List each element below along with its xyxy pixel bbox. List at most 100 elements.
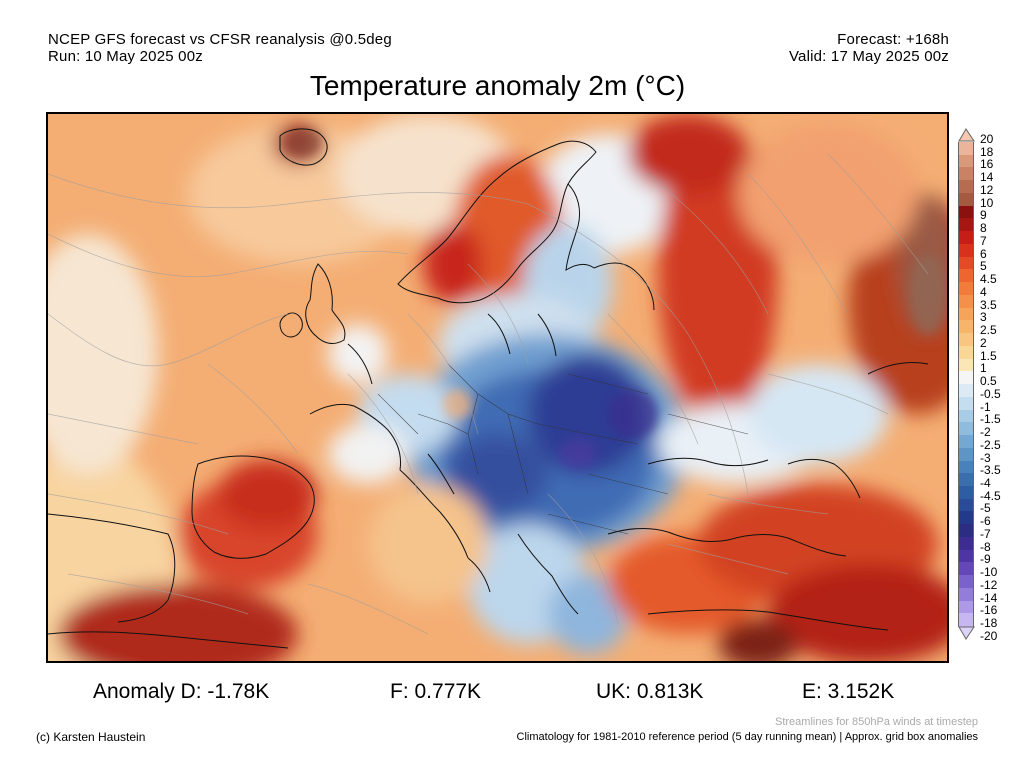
colorbar-label: -10	[980, 565, 998, 580]
map-title: Temperature anomaly 2m (°C)	[309, 70, 686, 101]
colorbar-cell	[958, 435, 974, 449]
colorbar-cell	[958, 473, 974, 487]
colorbar-cell	[958, 549, 974, 563]
colorbar-cell	[958, 142, 974, 156]
colorbar-label: -4.5	[980, 488, 1001, 503]
colorbar-label: 16	[980, 157, 994, 172]
stat-uk: UK: 0.813K	[596, 680, 704, 703]
colorbar-cell	[958, 333, 974, 347]
colorbar-cell	[958, 320, 974, 334]
colorbar-label: -2	[980, 425, 991, 440]
colorbar-label: 20	[980, 132, 994, 146]
colorbar-cell	[958, 231, 974, 245]
colorbar-label: 10	[980, 195, 994, 210]
country-borders	[377, 363, 749, 535]
colorbar-cell	[958, 371, 974, 385]
colorbar-cell	[958, 485, 974, 500]
colorbar-label: -2.5	[980, 437, 1001, 452]
colorbar-cell	[958, 256, 974, 270]
colorbar-label: -8	[980, 539, 991, 554]
stat-anomaly-d: Anomaly D: -1.78K	[93, 680, 270, 703]
colorbar-label: 14	[980, 170, 994, 185]
colorbar-label: -6	[980, 514, 991, 529]
colorbar-cell	[958, 511, 974, 525]
colorbar-cell	[958, 167, 974, 181]
colorbar-cell	[958, 218, 974, 232]
colorbar-label: 1.5	[980, 348, 997, 363]
colorbar-label: 2.5	[980, 323, 997, 338]
colorbar-cell	[958, 345, 974, 360]
colorbar-label: -12	[980, 577, 998, 592]
colorbar-top-arrow	[958, 128, 975, 142]
streamlines	[48, 153, 929, 635]
colorbar-label: -7	[980, 526, 991, 541]
colorbar-cell	[958, 422, 974, 436]
colorbar-cell	[958, 409, 974, 423]
colorbar-cell	[958, 562, 974, 576]
colorbar-label: -20	[980, 628, 998, 643]
colorbar-cell	[958, 460, 974, 474]
stat-e: E: 3.152K	[802, 680, 895, 703]
colorbar-label: -0.5	[980, 386, 1001, 401]
colorbar-label: -1	[980, 399, 991, 414]
colorbar-label: 12	[980, 182, 994, 197]
colorbar-cell	[958, 180, 974, 194]
colorbar-cell	[958, 294, 974, 309]
colorbar-cell	[958, 282, 974, 296]
colorbar-label: 4.5	[980, 272, 997, 287]
colorbar-cell	[958, 613, 974, 627]
colorbar-label: 2	[980, 335, 987, 350]
colorbar-label: 4	[980, 284, 987, 299]
anomaly-map	[46, 112, 949, 663]
colorbar-cell	[958, 192, 974, 207]
forecast-hour: Forecast: +168h	[837, 31, 949, 48]
header-left: NCEP GFS forecast vs CFSR reanalysis @0.…	[48, 31, 392, 65]
colorbar-label: 3.5	[980, 297, 997, 312]
colorbar-cell	[958, 154, 974, 168]
model-description: NCEP GFS forecast vs CFSR reanalysis @0.…	[48, 31, 392, 48]
streamlines-note: Streamlines for 850hPa winds at timestep	[775, 716, 978, 728]
colorbar-label: -1.5	[980, 412, 1001, 427]
colorbar-cell	[958, 205, 974, 219]
colorbar-cell	[958, 384, 974, 398]
colorbar-cell	[958, 269, 974, 283]
colorbar-label: 18	[980, 144, 994, 159]
anomaly-field	[48, 114, 947, 661]
anomaly-detail	[285, 128, 946, 469]
run-time: Run: 10 May 2025 00z	[48, 48, 203, 65]
colorbar-label: 5	[980, 259, 987, 274]
colorbar-cell	[958, 587, 974, 602]
colorbar-cell	[958, 600, 974, 614]
colorbar-label: 3	[980, 310, 987, 325]
colorbar-bottom-arrow	[958, 626, 975, 641]
coastlines	[48, 128, 929, 649]
colorbar-label: -4	[980, 475, 991, 490]
colorbar-cell	[958, 447, 974, 461]
colorbar-cell	[958, 396, 974, 411]
climatology-note: Climatology for 1981-2010 reference peri…	[516, 731, 978, 743]
colorbar-label: 8	[980, 221, 987, 236]
colorbar-cell	[958, 524, 974, 538]
colorbar-label: 1	[980, 361, 987, 376]
colorbar-cell	[958, 498, 974, 512]
header-right: Forecast: +168h Valid: 17 May 2025 00z	[789, 31, 949, 65]
colorbar-label: -16	[980, 603, 998, 618]
colorbar-cell	[958, 575, 974, 589]
stat-f: F: 0.777K	[390, 680, 482, 703]
colorbar-cell	[958, 307, 974, 321]
colorbar-label: 0.5	[980, 374, 997, 389]
colorbar-label: -3	[980, 450, 991, 465]
colorbar-label: -5	[980, 501, 991, 516]
credit: (c) Karsten Haustein	[36, 730, 146, 744]
colorbar-cell	[958, 536, 974, 551]
colorbar-cell	[958, 243, 974, 258]
valid-time: Valid: 17 May 2025 00z	[788, 48, 949, 65]
colorbar-label: 9	[980, 208, 987, 223]
colorbar-label: -18	[980, 616, 998, 631]
anomaly-map-graphic	[48, 114, 947, 661]
colorbar-label: -3.5	[980, 463, 1001, 478]
colorbar-label: -9	[980, 552, 991, 567]
colorbar-label: -14	[980, 590, 998, 605]
colorbar-label: 7	[980, 233, 987, 248]
colorbar-cell	[958, 358, 974, 372]
